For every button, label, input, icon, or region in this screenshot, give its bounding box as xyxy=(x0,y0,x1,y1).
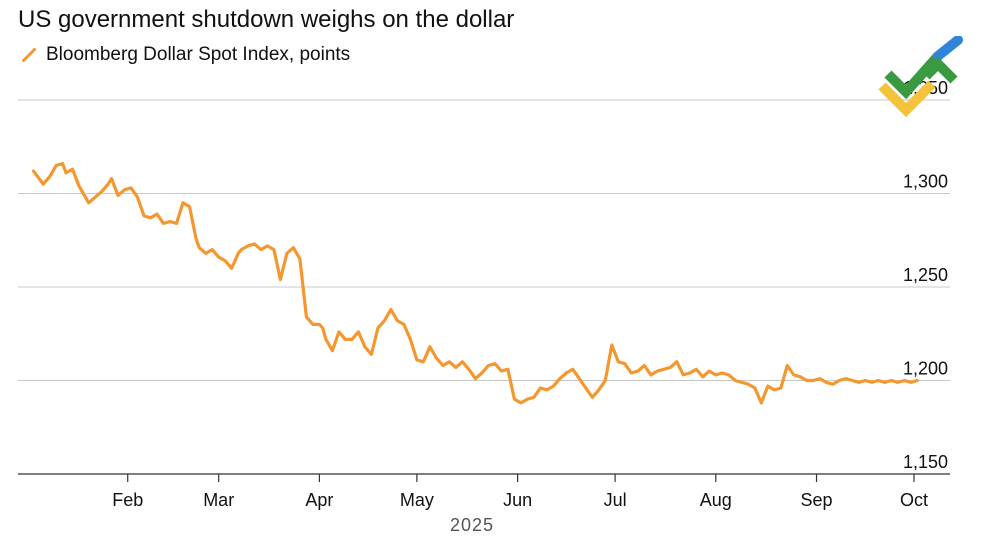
x-tick-label: Apr xyxy=(305,490,333,510)
x-tick-label: Jul xyxy=(604,490,627,510)
chart-title: US government shutdown weighs on the dol… xyxy=(18,6,515,33)
gridlines xyxy=(18,99,950,475)
x-tick-label: Oct xyxy=(900,490,928,510)
x-tick-label: Aug xyxy=(700,490,732,510)
x-tick-label: Feb xyxy=(112,490,143,510)
brand-logo-icon xyxy=(876,35,966,126)
y-tick-label: 1,300 xyxy=(903,172,948,192)
legend: Bloomberg Dollar Spot Index, points xyxy=(22,44,350,66)
x-tick-label: Sep xyxy=(801,490,833,510)
x-axis-ticks: Feb Mar Apr May Jun Jul Aug Sep Oct 2025 xyxy=(112,474,928,535)
series-line xyxy=(31,162,919,405)
x-tick-label: Jun xyxy=(503,490,532,510)
legend-label: Bloomberg Dollar Spot Index, points xyxy=(46,44,351,65)
x-tick-label: May xyxy=(400,490,434,510)
x-axis-year-label: 2025 xyxy=(450,515,494,535)
legend-line-icon xyxy=(22,48,36,62)
y-tick-label: 1,250 xyxy=(903,265,948,285)
series-layer xyxy=(31,162,919,405)
y-tick-label: 1,200 xyxy=(903,359,948,379)
y-tick-label: 1,150 xyxy=(903,452,948,472)
x-tick-label: Mar xyxy=(203,490,234,510)
